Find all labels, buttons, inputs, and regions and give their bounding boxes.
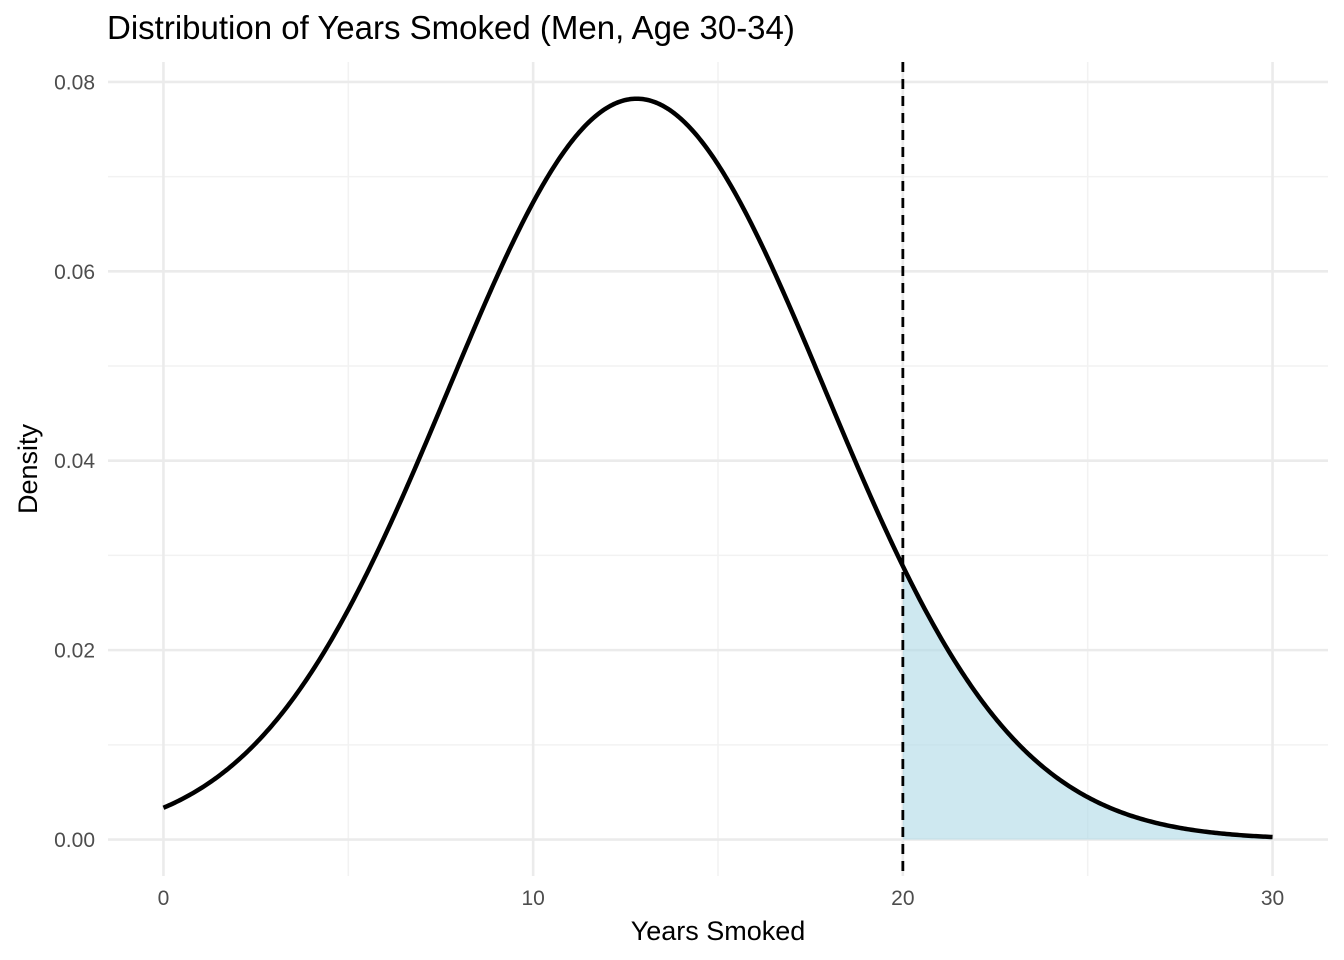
density-curve-layer xyxy=(162,96,1273,840)
x-tick-label: 20 xyxy=(891,887,914,910)
y-tick-label: 0.00 xyxy=(54,829,95,852)
density-curve xyxy=(162,96,1273,840)
shaded-tail-layer xyxy=(902,566,1273,840)
x-tick-label: 30 xyxy=(1261,887,1284,910)
x-tick-label: 0 xyxy=(158,887,170,910)
y-tick-label: 0.04 xyxy=(54,450,95,473)
y-tick-label: 0.02 xyxy=(54,640,95,663)
y-axis-title: Density xyxy=(13,423,43,514)
y-tick-label: 0.06 xyxy=(54,261,95,284)
y-tick-label: 0.08 xyxy=(54,71,95,94)
x-axis-title: Years Smoked xyxy=(631,916,806,946)
axis-labels: 0 10 20 30 0.00 0.02 0.04 0.06 0.08 xyxy=(54,71,1284,910)
shaded-tail-area xyxy=(902,566,1273,840)
grid-lines xyxy=(108,62,1328,876)
chart-title: Distribution of Years Smoked (Men, Age 3… xyxy=(107,9,795,46)
x-tick-label: 10 xyxy=(521,887,544,910)
